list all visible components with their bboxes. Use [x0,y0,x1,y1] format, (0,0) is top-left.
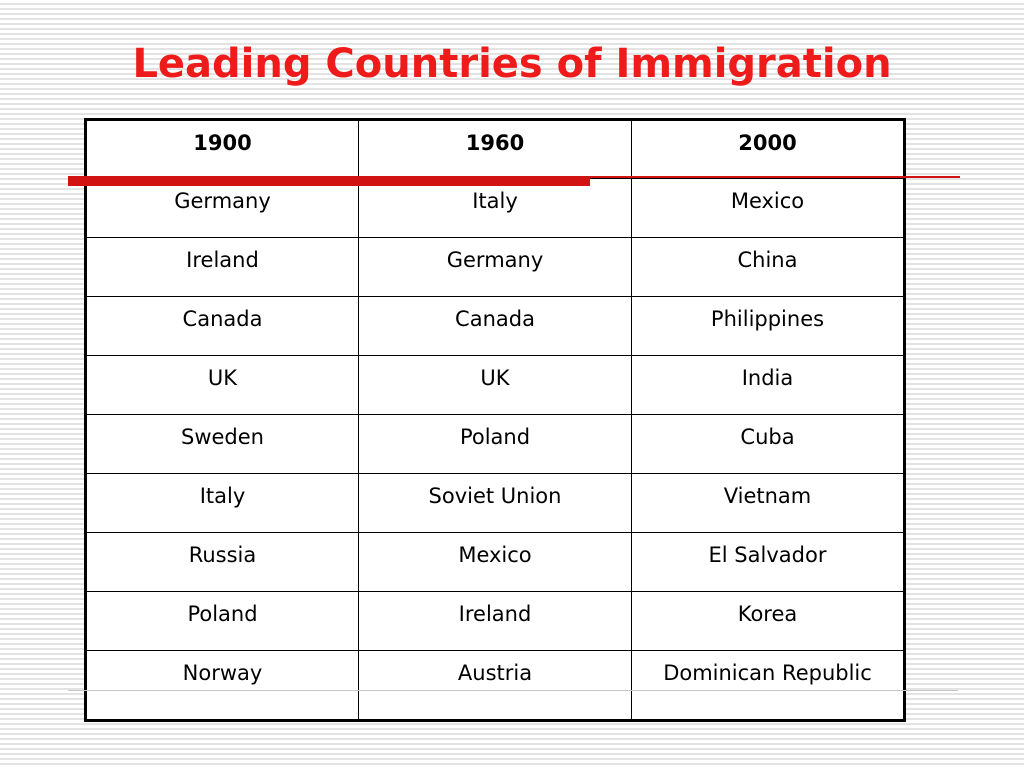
table-row: Sweden Poland Cuba [85,414,905,474]
accent-line [590,176,960,178]
table-cell: Italy [85,473,359,533]
table-row: Canada Canada Philippines [85,296,905,356]
table-cell: Germany [358,237,632,297]
column-header-2000: 2000 [631,119,905,179]
table-cell: Russia [85,532,359,592]
table-row: UK UK India [85,355,905,415]
table-cell: Austria [358,650,632,721]
table-cell: Norway [85,650,359,721]
table-row: Germany Italy Mexico [85,178,905,238]
table-cell: UK [85,355,359,415]
column-header-1900: 1900 [85,119,359,179]
table-row: Italy Soviet Union Vietnam [85,473,905,533]
table-cell: Ireland [358,591,632,651]
table-cell: Canada [85,296,359,356]
table-cell: Korea [631,591,905,651]
table-cell: Mexico [631,178,905,238]
table-cell: Dominican Republic [631,650,905,721]
accent-bar [68,176,590,186]
table-header-row: 1900 1960 2000 [85,119,905,179]
table-cell: Ireland [85,237,359,297]
table-cell: Philippines [631,296,905,356]
table-cell: Soviet Union [358,473,632,533]
table-cell: Cuba [631,414,905,474]
table-row: Russia Mexico El Salvador [85,532,905,592]
table-cell: Canada [358,296,632,356]
table-cell: El Salvador [631,532,905,592]
table-cell: Sweden [85,414,359,474]
slide-title: Leading Countries of Immigration [132,41,892,87]
immigration-table: 1900 1960 2000 Germany Italy Mexico Irel… [84,118,906,722]
table-cell: Germany [85,178,359,238]
column-header-1960: 1960 [358,119,632,179]
table-cell: India [631,355,905,415]
bottom-divider [68,690,958,691]
table-cell: Poland [358,414,632,474]
table-cell: Vietnam [631,473,905,533]
table-cell: Italy [358,178,632,238]
table-row: Poland Ireland Korea [85,591,905,651]
table-row: Ireland Germany China [85,237,905,297]
table-row: Norway Austria Dominican Republic [85,650,905,721]
table-cell: China [631,237,905,297]
table-cell: Poland [85,591,359,651]
table-cell: UK [358,355,632,415]
table-cell: Mexico [358,532,632,592]
